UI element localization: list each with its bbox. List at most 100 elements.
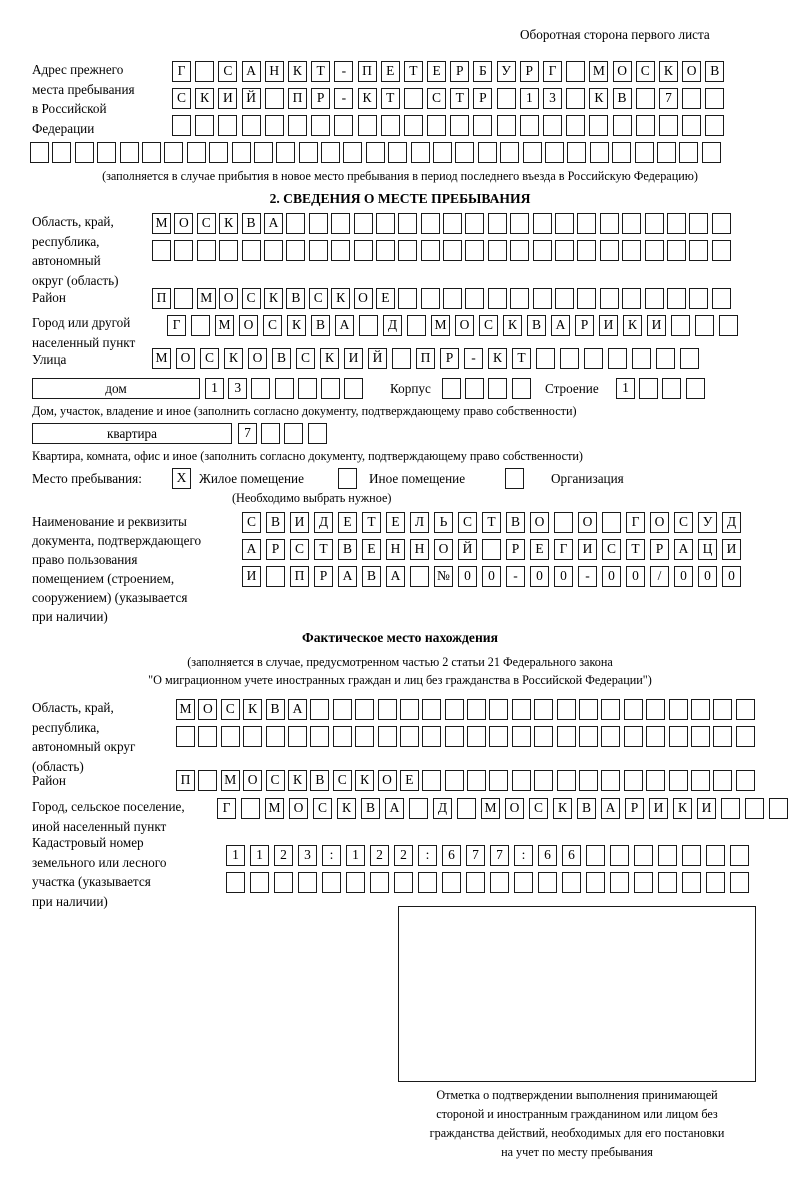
char-cell[interactable]: Д (722, 512, 741, 533)
char-cell[interactable] (635, 88, 655, 109)
char-cell[interactable]: С (200, 348, 219, 369)
char-cell[interactable]: Т (512, 348, 531, 369)
char-cell[interactable] (579, 770, 599, 791)
char-cell[interactable] (241, 798, 260, 819)
char-cell[interactable] (264, 88, 284, 109)
char-cell[interactable]: Ц (698, 539, 717, 560)
char-cell[interactable] (198, 726, 218, 747)
char-cell[interactable]: С (172, 88, 191, 109)
char-cell[interactable]: 3 (298, 845, 317, 866)
char-cell[interactable]: К (589, 88, 609, 109)
char-cell[interactable]: К (623, 315, 642, 336)
char-cell[interactable] (510, 240, 530, 261)
char-cell[interactable] (420, 240, 440, 261)
char-cell[interactable] (487, 213, 507, 234)
char-cell[interactable] (510, 213, 530, 234)
char-cell[interactable] (398, 240, 418, 261)
char-cell[interactable] (601, 726, 621, 747)
char-cell[interactable]: 7 (238, 423, 257, 444)
char-cell[interactable]: О (682, 61, 702, 82)
char-cell[interactable] (455, 142, 475, 163)
char-cell[interactable] (457, 798, 476, 819)
char-cell[interactable] (97, 142, 117, 163)
char-cell[interactable] (566, 61, 586, 82)
char-cell[interactable] (532, 240, 552, 261)
char-cell[interactable]: 0 (530, 566, 549, 587)
stay-type-option1-checkbox[interactable]: X (172, 468, 191, 489)
char-cell[interactable] (644, 240, 664, 261)
char-cell[interactable]: 1 (519, 88, 539, 109)
char-cell[interactable] (357, 115, 377, 136)
char-cell[interactable]: 2 (394, 845, 413, 866)
char-cell[interactable]: Р (625, 798, 644, 819)
char-cell[interactable] (634, 845, 653, 866)
char-cell[interactable] (174, 240, 194, 261)
char-cell[interactable] (682, 115, 702, 136)
char-cell[interactable] (465, 240, 485, 261)
char-cell[interactable]: О (377, 770, 397, 791)
char-cell[interactable] (444, 699, 464, 720)
char-cell[interactable]: Е (399, 770, 419, 791)
char-cell[interactable]: К (320, 348, 339, 369)
char-cell[interactable] (556, 699, 576, 720)
char-cell[interactable] (343, 142, 363, 163)
char-cell[interactable] (690, 726, 710, 747)
char-cell[interactable] (307, 423, 327, 444)
char-cell[interactable]: В (361, 798, 380, 819)
char-cell[interactable] (355, 726, 375, 747)
char-cell[interactable] (266, 566, 285, 587)
char-cell[interactable] (377, 699, 397, 720)
char-cell[interactable]: Р (311, 88, 331, 109)
char-cell[interactable] (567, 142, 587, 163)
char-cell[interactable] (511, 699, 531, 720)
char-cell[interactable] (622, 213, 642, 234)
char-cell[interactable]: 3 (228, 378, 248, 399)
char-cell[interactable]: : (322, 845, 341, 866)
char-cell[interactable]: А (242, 539, 261, 560)
char-cell[interactable] (695, 315, 714, 336)
char-cell[interactable] (555, 240, 575, 261)
char-cell[interactable] (398, 213, 418, 234)
char-cell[interactable] (511, 378, 531, 399)
char-cell[interactable]: О (578, 512, 597, 533)
char-cell[interactable]: О (248, 348, 267, 369)
char-cell[interactable] (420, 213, 440, 234)
char-cell[interactable]: В (338, 539, 357, 560)
char-cell[interactable]: С (458, 512, 477, 533)
char-cell[interactable]: 1 (226, 845, 245, 866)
char-cell[interactable] (622, 288, 642, 309)
char-cell[interactable]: Р (314, 566, 333, 587)
char-cell[interactable]: Н (410, 539, 429, 560)
char-cell[interactable] (599, 240, 619, 261)
document-row-3[interactable]: И П Р А В А № 0 0-0 0-0 0/0 0 0 (242, 566, 746, 587)
char-cell[interactable]: О (174, 213, 194, 234)
char-cell[interactable] (519, 115, 539, 136)
char-cell[interactable]: М (481, 798, 500, 819)
flat-number-row[interactable]: 7 (238, 423, 327, 444)
char-cell[interactable]: 1 (205, 378, 224, 399)
stroenie-row[interactable]: 1 (616, 378, 705, 399)
char-cell[interactable]: - (506, 566, 525, 587)
char-cell[interactable] (668, 726, 688, 747)
char-cell[interactable]: С (529, 798, 548, 819)
char-cell[interactable] (658, 872, 677, 893)
char-cell[interactable] (690, 770, 710, 791)
char-cell[interactable]: И (578, 539, 597, 560)
char-cell[interactable] (191, 315, 210, 336)
char-cell[interactable]: Т (314, 539, 333, 560)
char-cell[interactable] (689, 213, 709, 234)
char-cell[interactable] (433, 142, 453, 163)
char-cell[interactable] (241, 115, 261, 136)
char-cell[interactable] (320, 378, 340, 399)
char-cell[interactable] (346, 872, 365, 893)
char-cell[interactable]: - (334, 61, 354, 82)
char-cell[interactable] (690, 699, 710, 720)
char-cell[interactable]: С (241, 288, 261, 309)
actual-region-row-2[interactable] (176, 726, 758, 747)
char-cell[interactable]: 1 (346, 845, 365, 866)
char-cell[interactable] (769, 798, 788, 819)
char-cell[interactable]: 2 (370, 845, 389, 866)
char-cell[interactable] (119, 142, 139, 163)
char-cell[interactable] (399, 726, 419, 747)
